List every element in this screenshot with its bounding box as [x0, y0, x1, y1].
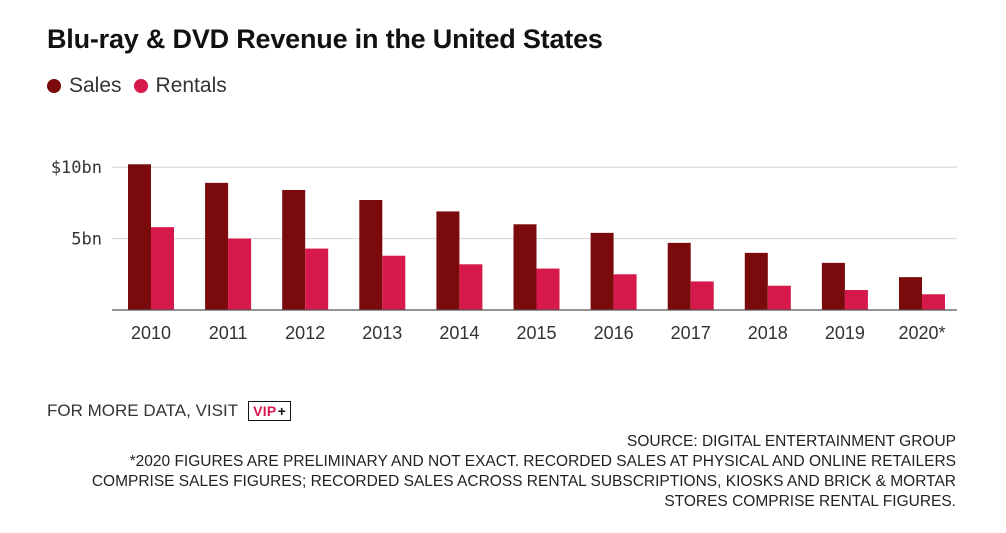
- x-tick-label: 2018: [748, 323, 788, 343]
- bar-rentals-2010: [151, 227, 174, 310]
- legend-swatch-rentals: [133, 79, 148, 93]
- x-tick-label: 2013: [362, 323, 402, 343]
- x-tick-label: 2011: [209, 323, 248, 343]
- bar-rentals-2012: [305, 248, 329, 310]
- source-line: SOURCE: DIGITAL ENTERTAINMENT GROUP: [627, 433, 956, 450]
- x-tick-label: 2015: [516, 323, 556, 343]
- chart-title: Blu-ray & DVD Revenue in the United Stat…: [47, 24, 603, 54]
- vip-label: VIP: [253, 403, 277, 419]
- chart-legend: Sales Rentals: [47, 74, 239, 98]
- y-tick-label: $10bn: [51, 158, 102, 178]
- bar-sales-2010: [128, 164, 151, 310]
- x-tick-label: 2017: [671, 323, 711, 343]
- bar-sales-2016: [590, 232, 614, 310]
- bar-rentals-2013: [382, 255, 406, 310]
- x-tick-label: 2014: [439, 323, 479, 343]
- bar-sales-2018: [744, 252, 768, 310]
- bar-sales-2013: [359, 200, 383, 310]
- bar-rentals-2015: [536, 268, 560, 310]
- bar-sales-2020: [899, 277, 922, 310]
- x-tick-label: 2020*: [898, 323, 945, 343]
- vip-plus-sign: +: [277, 403, 287, 419]
- bar-rentals-2018: [767, 285, 791, 310]
- x-tick-label: 2010: [131, 323, 171, 343]
- more-data-line: FOR MORE DATA, VISIT VIP +: [47, 401, 292, 421]
- bar-sales-2012: [282, 190, 306, 310]
- x-tick-label: 2012: [285, 323, 325, 343]
- bar-rentals-2011: [228, 238, 252, 310]
- bar-chart: 5bn $10bn 2010 2011 2012 2013 2014 2015 2016 2017…: [51, 158, 957, 343]
- x-tick-label: 2016: [594, 323, 634, 343]
- x-tick-label: 2019: [825, 323, 865, 343]
- source-notes: SOURCE: DIGITAL ENTERTAINMENT GROUP *202…: [92, 432, 956, 512]
- bar-sales-2014: [436, 211, 460, 310]
- note-line-1: *2020 FIGURES ARE PRELIMINARY AND NOT EX…: [129, 453, 956, 470]
- legend-item-sales: Sales: [47, 74, 122, 98]
- bar-rentals-2014: [459, 264, 483, 310]
- bar-rentals-2016: [613, 274, 637, 310]
- legend-swatch-sales: [47, 79, 61, 93]
- y-tick-label: 5bn: [71, 230, 102, 250]
- more-data-text: FOR MORE DATA, VISIT: [47, 401, 239, 420]
- legend-label-sales: Sales: [69, 74, 122, 97]
- note-line-2: COMPRISE SALES FIGURES; RECORDED SALES A…: [91, 473, 956, 490]
- bar-sales-2017: [667, 242, 691, 310]
- bar-rentals-2020: [922, 294, 945, 310]
- vip-plus-link[interactable]: VIP +: [248, 401, 292, 421]
- bar-sales-2011: [205, 182, 229, 310]
- legend-item-rentals: Rentals: [133, 74, 227, 98]
- bar-rentals-2017: [690, 281, 714, 310]
- bar-sales-2019: [821, 262, 845, 310]
- bar-rentals-2019: [844, 290, 868, 310]
- note-line-3: STORES COMPRISE RENTAL FIGURES.: [664, 493, 956, 510]
- bar-sales-2015: [513, 224, 537, 310]
- legend-label-rentals: Rentals: [155, 74, 227, 97]
